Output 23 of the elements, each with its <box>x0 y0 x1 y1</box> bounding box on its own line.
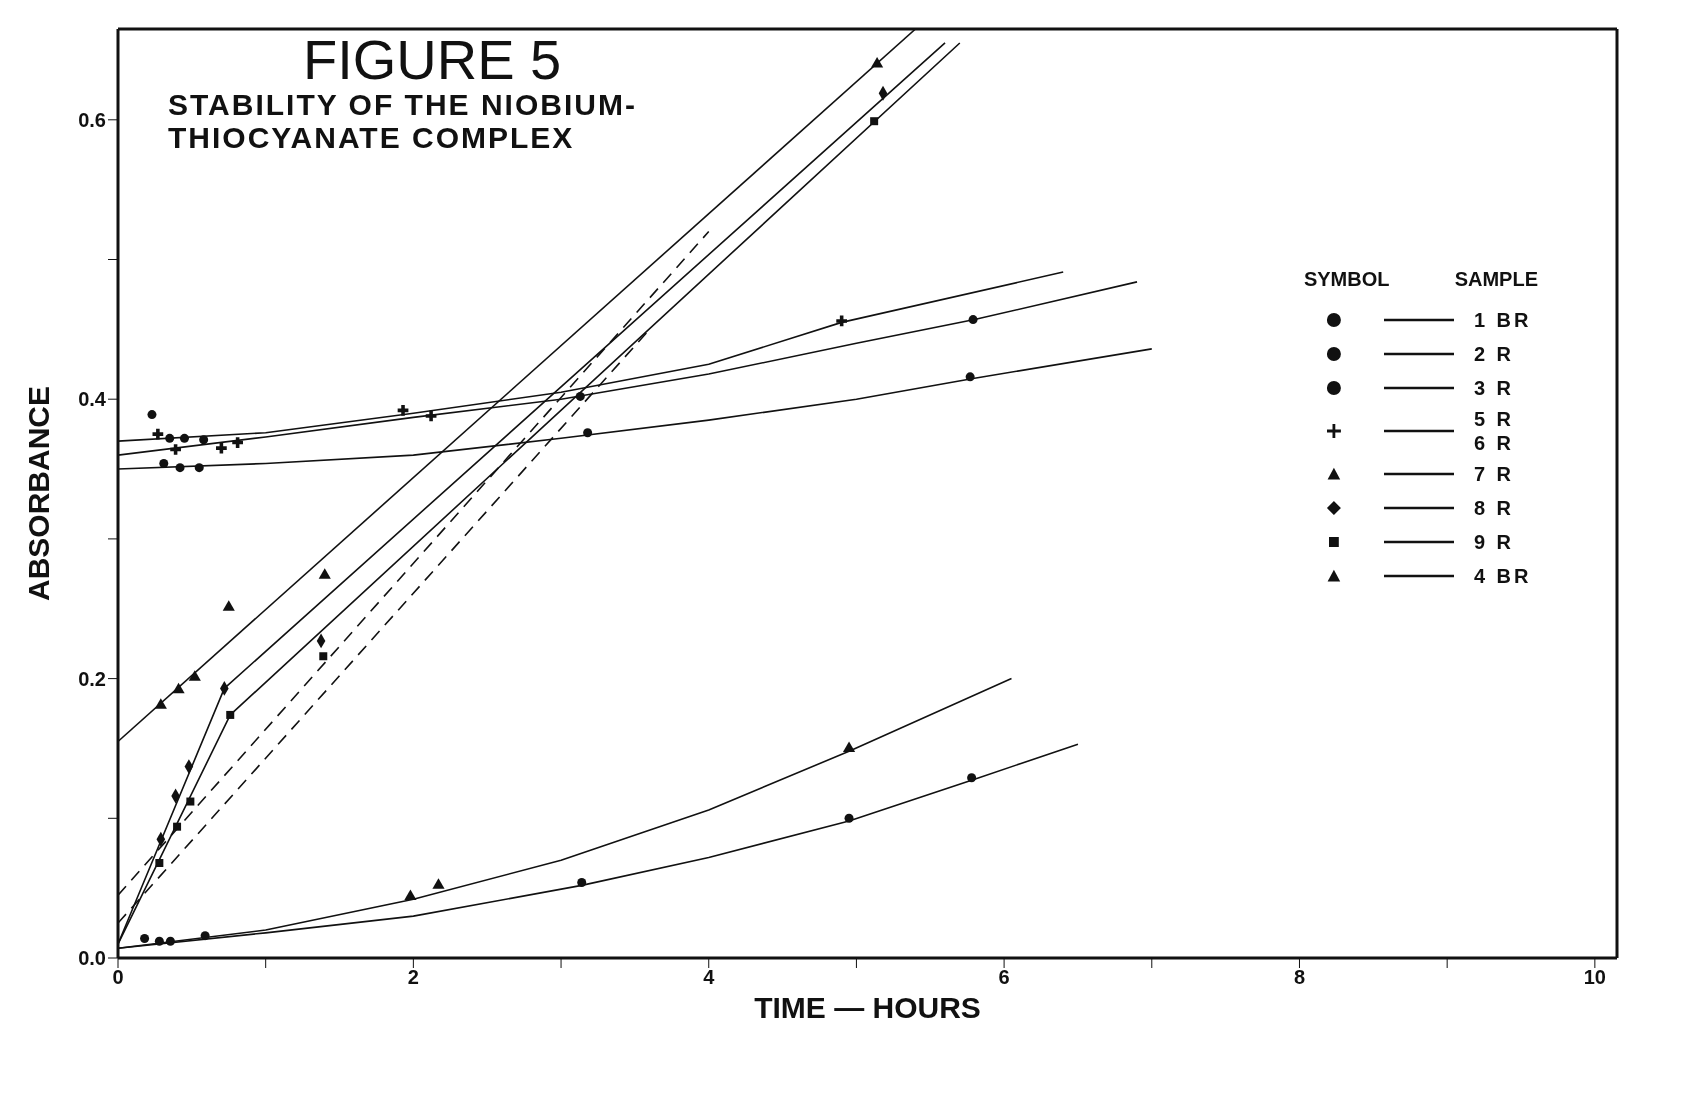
x-tick-label: 10 <box>1583 966 1606 989</box>
y-tick-label: 0.0 <box>78 947 106 970</box>
legend-label: 9 R <box>1473 530 1515 554</box>
x-tick-label: 8 <box>1293 966 1306 989</box>
legend-label: 3 R <box>1473 376 1515 400</box>
y-tick-label: 0.6 <box>78 108 106 131</box>
x-tick-label: 0 <box>112 966 124 989</box>
legend-label: 5 R 6 R <box>1473 407 1515 455</box>
y-tick-label: 0.4 <box>78 388 107 411</box>
legend-label: 1 BR <box>1473 308 1532 332</box>
legend-label: 8 R <box>1473 496 1515 520</box>
x-axis-title: TIME — HOURS <box>754 991 981 1024</box>
legend-label: 2 R <box>1473 342 1515 366</box>
legend-label: 4 BR <box>1473 564 1532 588</box>
legend-title: SYMBOL SAMPLE <box>1303 268 1538 291</box>
chart-title: FIGURE 5 <box>303 28 562 91</box>
x-tick-label: 4 <box>703 966 716 989</box>
legend-label: 7 R <box>1473 462 1515 486</box>
y-axis-title: ABSORBANCE <box>21 385 55 602</box>
x-tick-label: 2 <box>407 966 419 989</box>
text: STABILITY OF THE NIOBIUM- THIOCYANATE COMPLEX <box>168 88 637 154</box>
x-tick-label: 6 <box>998 966 1010 989</box>
y-tick-label: 0.2 <box>78 667 106 690</box>
